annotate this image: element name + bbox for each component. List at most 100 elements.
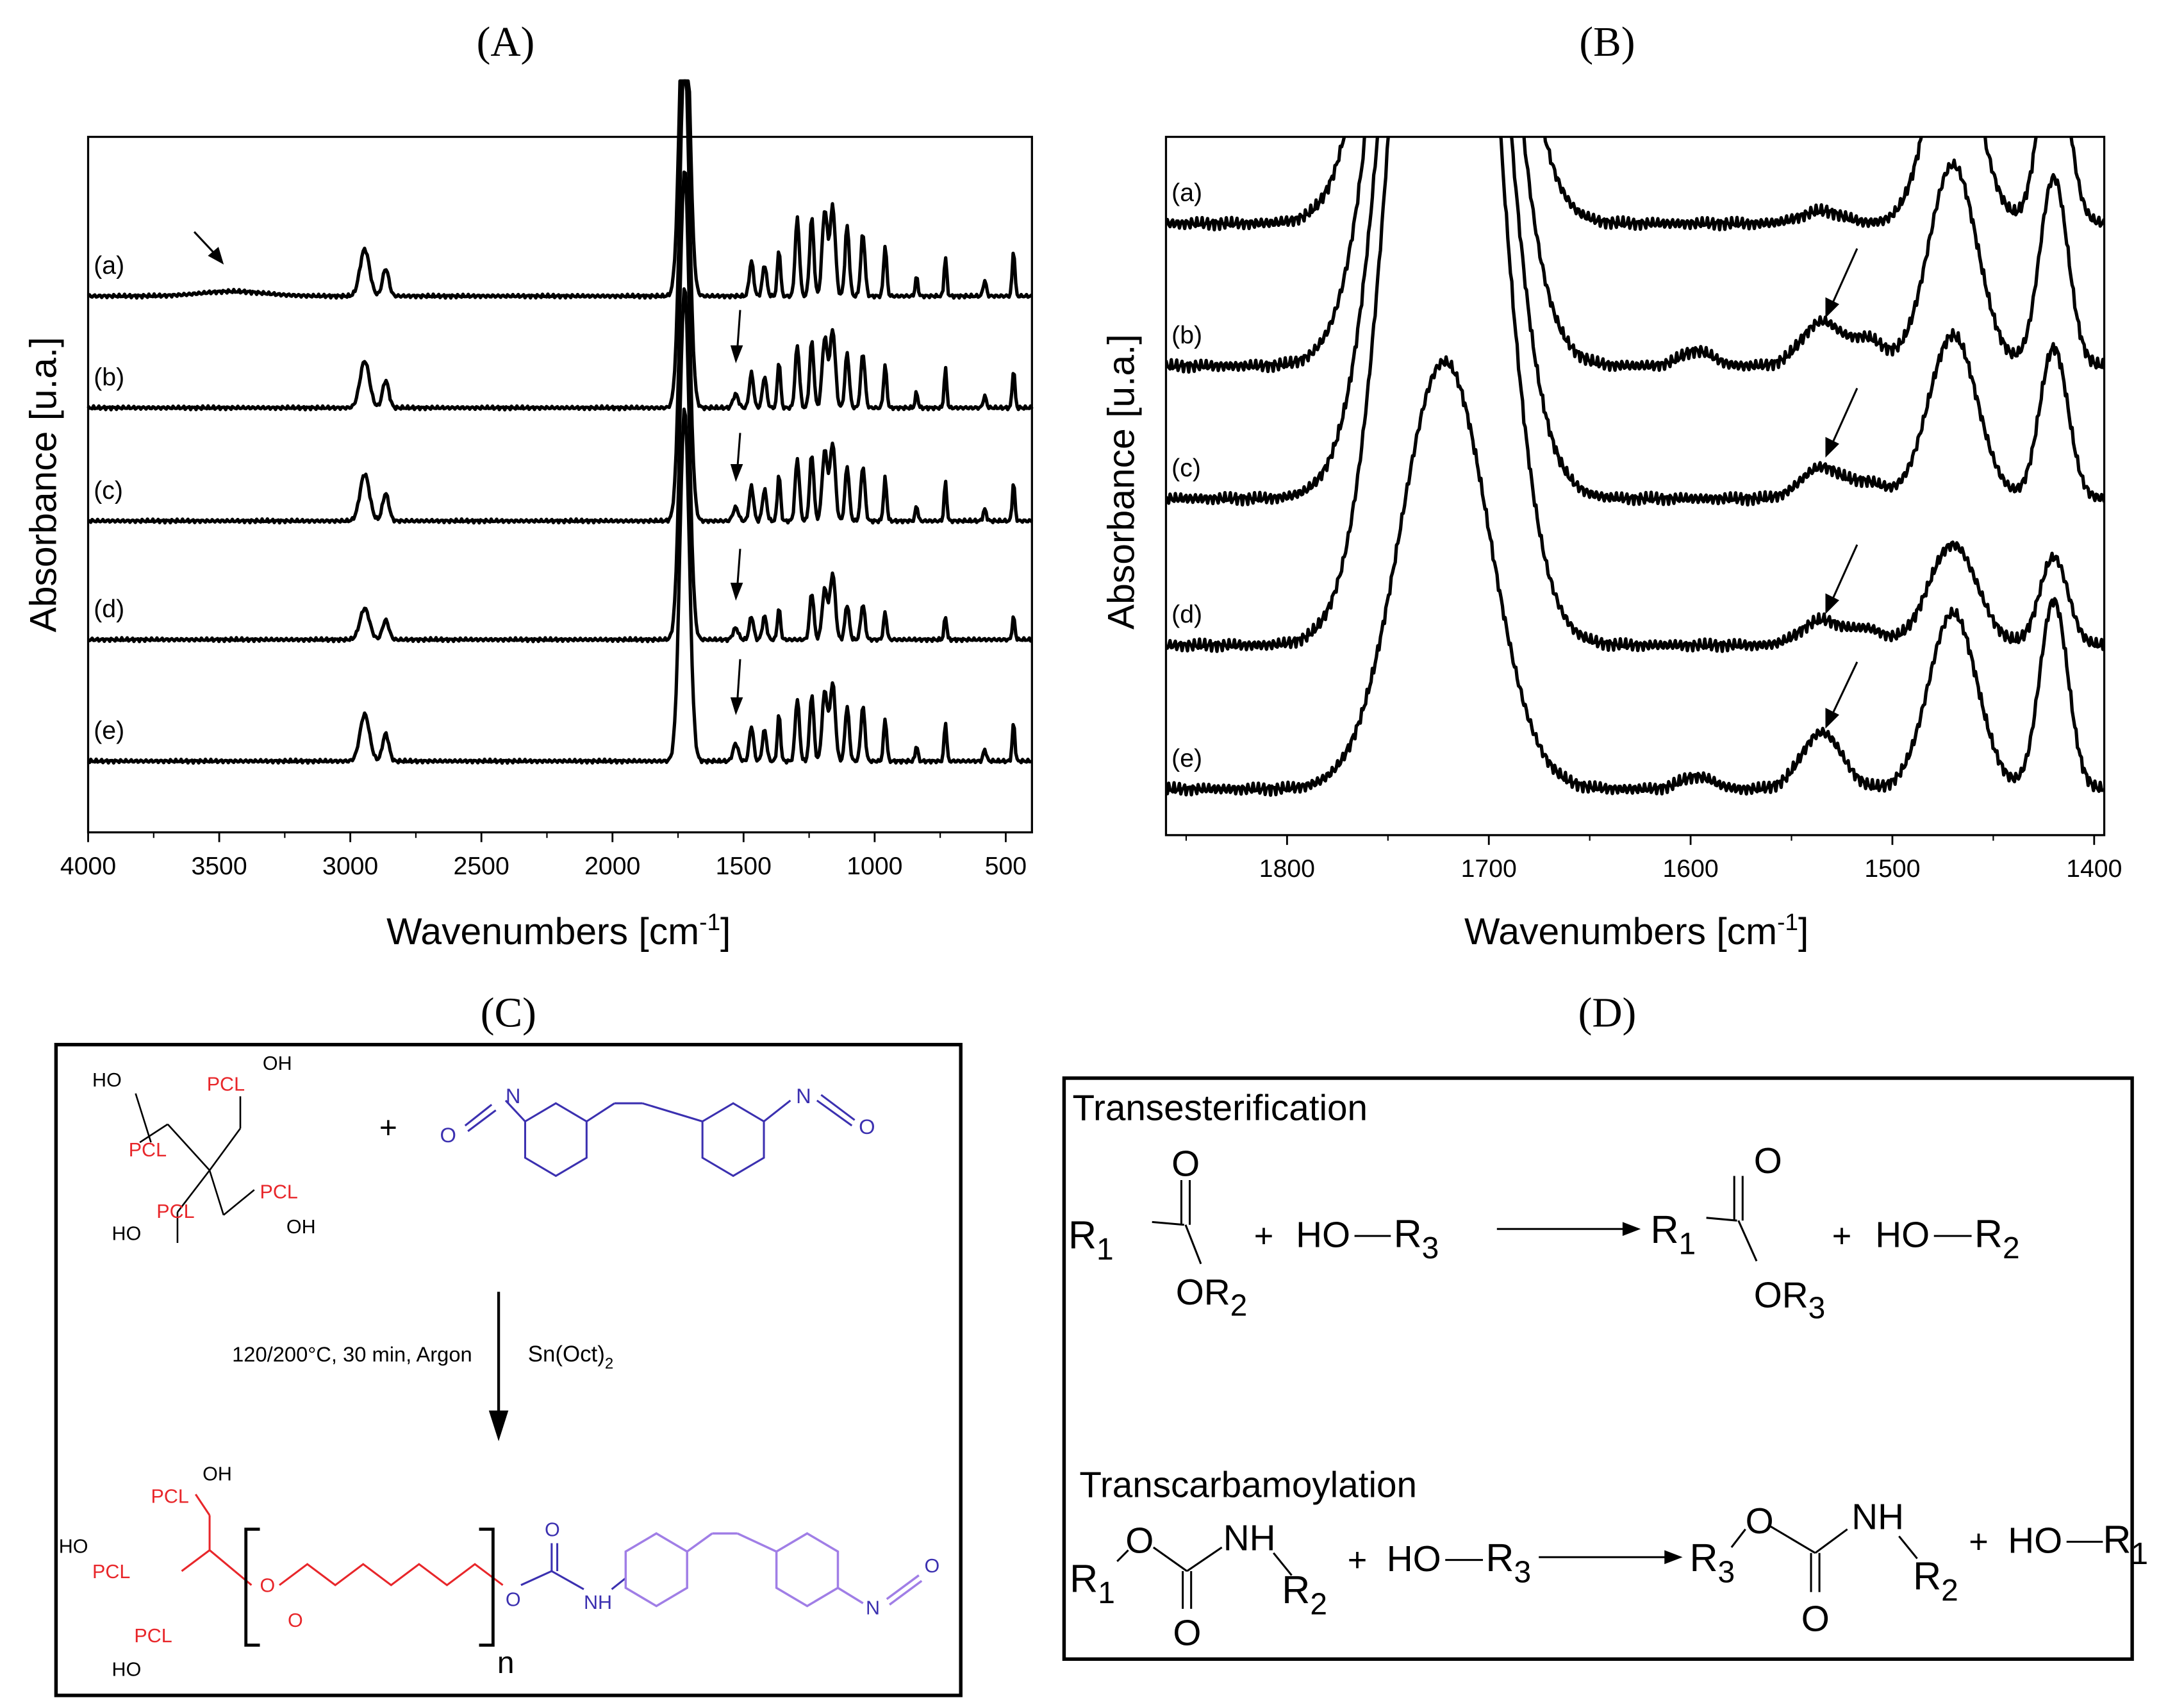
product-carbamate-bonds (1730, 1525, 1918, 1592)
hydroxyl-label: OH (286, 1216, 316, 1238)
xlabel-sup: -1 (699, 908, 720, 935)
arrow (736, 549, 741, 587)
ester-or2: OR2 (1176, 1272, 1248, 1322)
xlabel-main: Wavenumbers [cm (386, 911, 699, 953)
arrow (1831, 544, 1858, 601)
arrowhead (730, 583, 743, 601)
xlabel-end: ] (1798, 911, 1808, 953)
reaction-arrowhead (1664, 1550, 1683, 1565)
arrowhead (730, 697, 743, 715)
series-label: (c) (94, 477, 123, 504)
chart-a-series-labels: (a) (b) (c) (d) (e) (94, 252, 124, 745)
or: OR (1754, 1275, 1808, 1315)
x-tick-label: 1700 (1461, 855, 1517, 883)
series-line (1166, 355, 2105, 797)
x-tick-label: 1400 (2066, 855, 2122, 883)
arrow (736, 659, 741, 701)
ho: HO (2008, 1521, 2062, 1561)
hydroxyl-label: OH (263, 1053, 292, 1074)
panel-label-d: (D) (1578, 990, 1637, 1036)
carbonyl-o: O (1171, 1144, 1200, 1184)
x-tick-label: 3000 (322, 853, 378, 880)
ho: HO (1387, 1539, 1441, 1579)
series-line (1166, 137, 2105, 507)
x-tick-label: 4000 (60, 853, 116, 880)
carbamate-r2: R2 (1282, 1568, 1327, 1621)
hydroxyl-label: HO (59, 1536, 88, 1558)
r3: R3 (1394, 1212, 1439, 1265)
x-tick-label: 3500 (191, 853, 247, 880)
sub: 2 (1941, 1574, 1958, 1608)
r: R (1689, 1536, 1717, 1579)
star-polyol (135, 1093, 255, 1244)
transcarbamoylation-title: Transcarbamoylation (1079, 1465, 1417, 1506)
r: R (1650, 1208, 1678, 1251)
hydroxyl-label: HO (92, 1069, 122, 1091)
panel-label-b: (B) (1579, 19, 1635, 65)
sub: 1 (1096, 1233, 1114, 1267)
chart-a-arrows (193, 231, 743, 715)
oxygen-label: O (440, 1123, 456, 1147)
ester-product-r1: R1 (1650, 1208, 1696, 1261)
arrowhead (1825, 593, 1839, 614)
chart-b-series (1166, 137, 2105, 797)
oxygen-label: O (288, 1610, 303, 1631)
pcl-label: PCL (129, 1139, 167, 1161)
x-tick-label: 1000 (847, 853, 902, 880)
xlabel-main: Wavenumbers [cm (1464, 911, 1777, 953)
arrow (1831, 388, 1858, 445)
sub: 1 (2131, 1537, 2148, 1571)
bracket-left (244, 1528, 260, 1647)
plus-sign: + (1832, 1218, 1852, 1255)
sub: 3 (1718, 1555, 1735, 1589)
carbamate-bonds (1116, 1546, 1293, 1609)
arrow (736, 433, 741, 470)
chart-b-frame (1164, 135, 2106, 837)
mdi-structure (464, 1094, 856, 1178)
x-tick-label: 500 (985, 853, 1027, 880)
r: R (1394, 1212, 1422, 1256)
hydroxyl-label: OH (203, 1463, 232, 1485)
pcl-label: PCL (151, 1485, 189, 1507)
repeat-n: n (497, 1646, 515, 1680)
series-line (87, 79, 1034, 412)
sub: 3 (1422, 1231, 1439, 1265)
plus-sign: + (1969, 1524, 1989, 1561)
oxygen-label: O (260, 1575, 276, 1597)
ester-product-or3: OR3 (1754, 1275, 1826, 1325)
hydroxyl-label: HO (112, 1658, 142, 1680)
nitrogen-label: N (796, 1084, 811, 1108)
pcl-label: PCL (260, 1181, 298, 1203)
sub: 2 (1310, 1588, 1327, 1622)
oxygen-label: O (545, 1519, 560, 1541)
carbamate-r1: R1 (1070, 1557, 1115, 1610)
bracket-right (479, 1528, 495, 1647)
arrowhead (1825, 437, 1839, 458)
series-label: (d) (94, 595, 124, 623)
series-line (87, 287, 1034, 644)
x-tick-label: 1800 (1259, 855, 1315, 883)
ester-product-bonds (1706, 1176, 1758, 1262)
product-mdi-rings (624, 1532, 923, 1608)
sub: 2 (2003, 1231, 2020, 1265)
arrow (736, 310, 741, 349)
arrowhead (730, 463, 743, 482)
xlabel-sup: -1 (1777, 908, 1798, 935)
r: R (1913, 1554, 1941, 1597)
nh: NH (1851, 1497, 1904, 1538)
series-line (1166, 137, 2105, 653)
arrowhead (1825, 708, 1839, 729)
hydroxyl-label: HO (112, 1223, 142, 1245)
x-tick-label: 1600 (1662, 855, 1718, 883)
scheme-c: HO PCL PCL OH PCL OH PCL HO + N O N O 12… (54, 1042, 963, 1697)
chart-b-xlabel: Wavenumbers [cm-1] (1464, 908, 1808, 953)
product-pcl-core (181, 1494, 504, 1586)
ester-o: O (1125, 1521, 1154, 1561)
scheme-d-frame (1062, 1076, 2134, 1661)
sub: 2 (1230, 1288, 1248, 1322)
sub: 1 (1679, 1227, 1696, 1261)
pcl-label: PCL (207, 1074, 245, 1095)
ho: HO (1875, 1215, 1930, 1256)
product-r3: R3 (1689, 1536, 1735, 1589)
nh: NH (1223, 1518, 1276, 1558)
